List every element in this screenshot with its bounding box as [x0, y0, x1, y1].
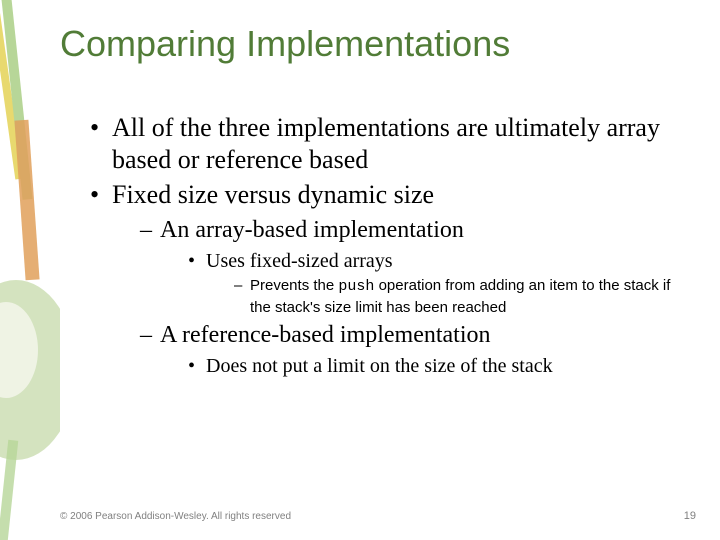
bullet-list: All of the three implementations are ult… [60, 112, 680, 379]
bullet-text: An array-based implementation [160, 217, 464, 243]
bullet-lvl2: An array-based implementation Uses fixed… [140, 215, 680, 318]
bullet-text: Uses fixed-sized arrays [206, 250, 393, 272]
bullet-text: Fixed size versus dynamic size [112, 180, 434, 209]
slide-content: Comparing Implementations All of the thr… [0, 0, 720, 379]
slide-title: Comparing Implementations [60, 24, 680, 64]
bullet-lvl1: Fixed size versus dynamic size An array-… [90, 179, 680, 379]
bullet-text: Does not put a limit on the size of the … [206, 355, 553, 377]
bullet-lvl3: Does not put a limit on the size of the … [188, 353, 680, 379]
bullet-lvl4: Prevents the push operation from adding … [234, 276, 680, 318]
bullet-lvl2: A reference-based implementation Does no… [140, 320, 680, 379]
bullet-lvl1: All of the three implementations are ult… [90, 112, 680, 177]
bullet-lvl3: Uses fixed-sized arrays Prevents the pus… [188, 248, 680, 318]
page-number: 19 [684, 510, 696, 522]
code-span: push [338, 278, 374, 295]
copyright-footer: © 2006 Pearson Addison-Wesley. All right… [60, 511, 291, 522]
bullet-text: All of the three implementations are ult… [112, 113, 660, 175]
bullet-text-pre: Prevents the [250, 277, 338, 294]
bullet-text: A reference-based implementation [160, 322, 491, 348]
